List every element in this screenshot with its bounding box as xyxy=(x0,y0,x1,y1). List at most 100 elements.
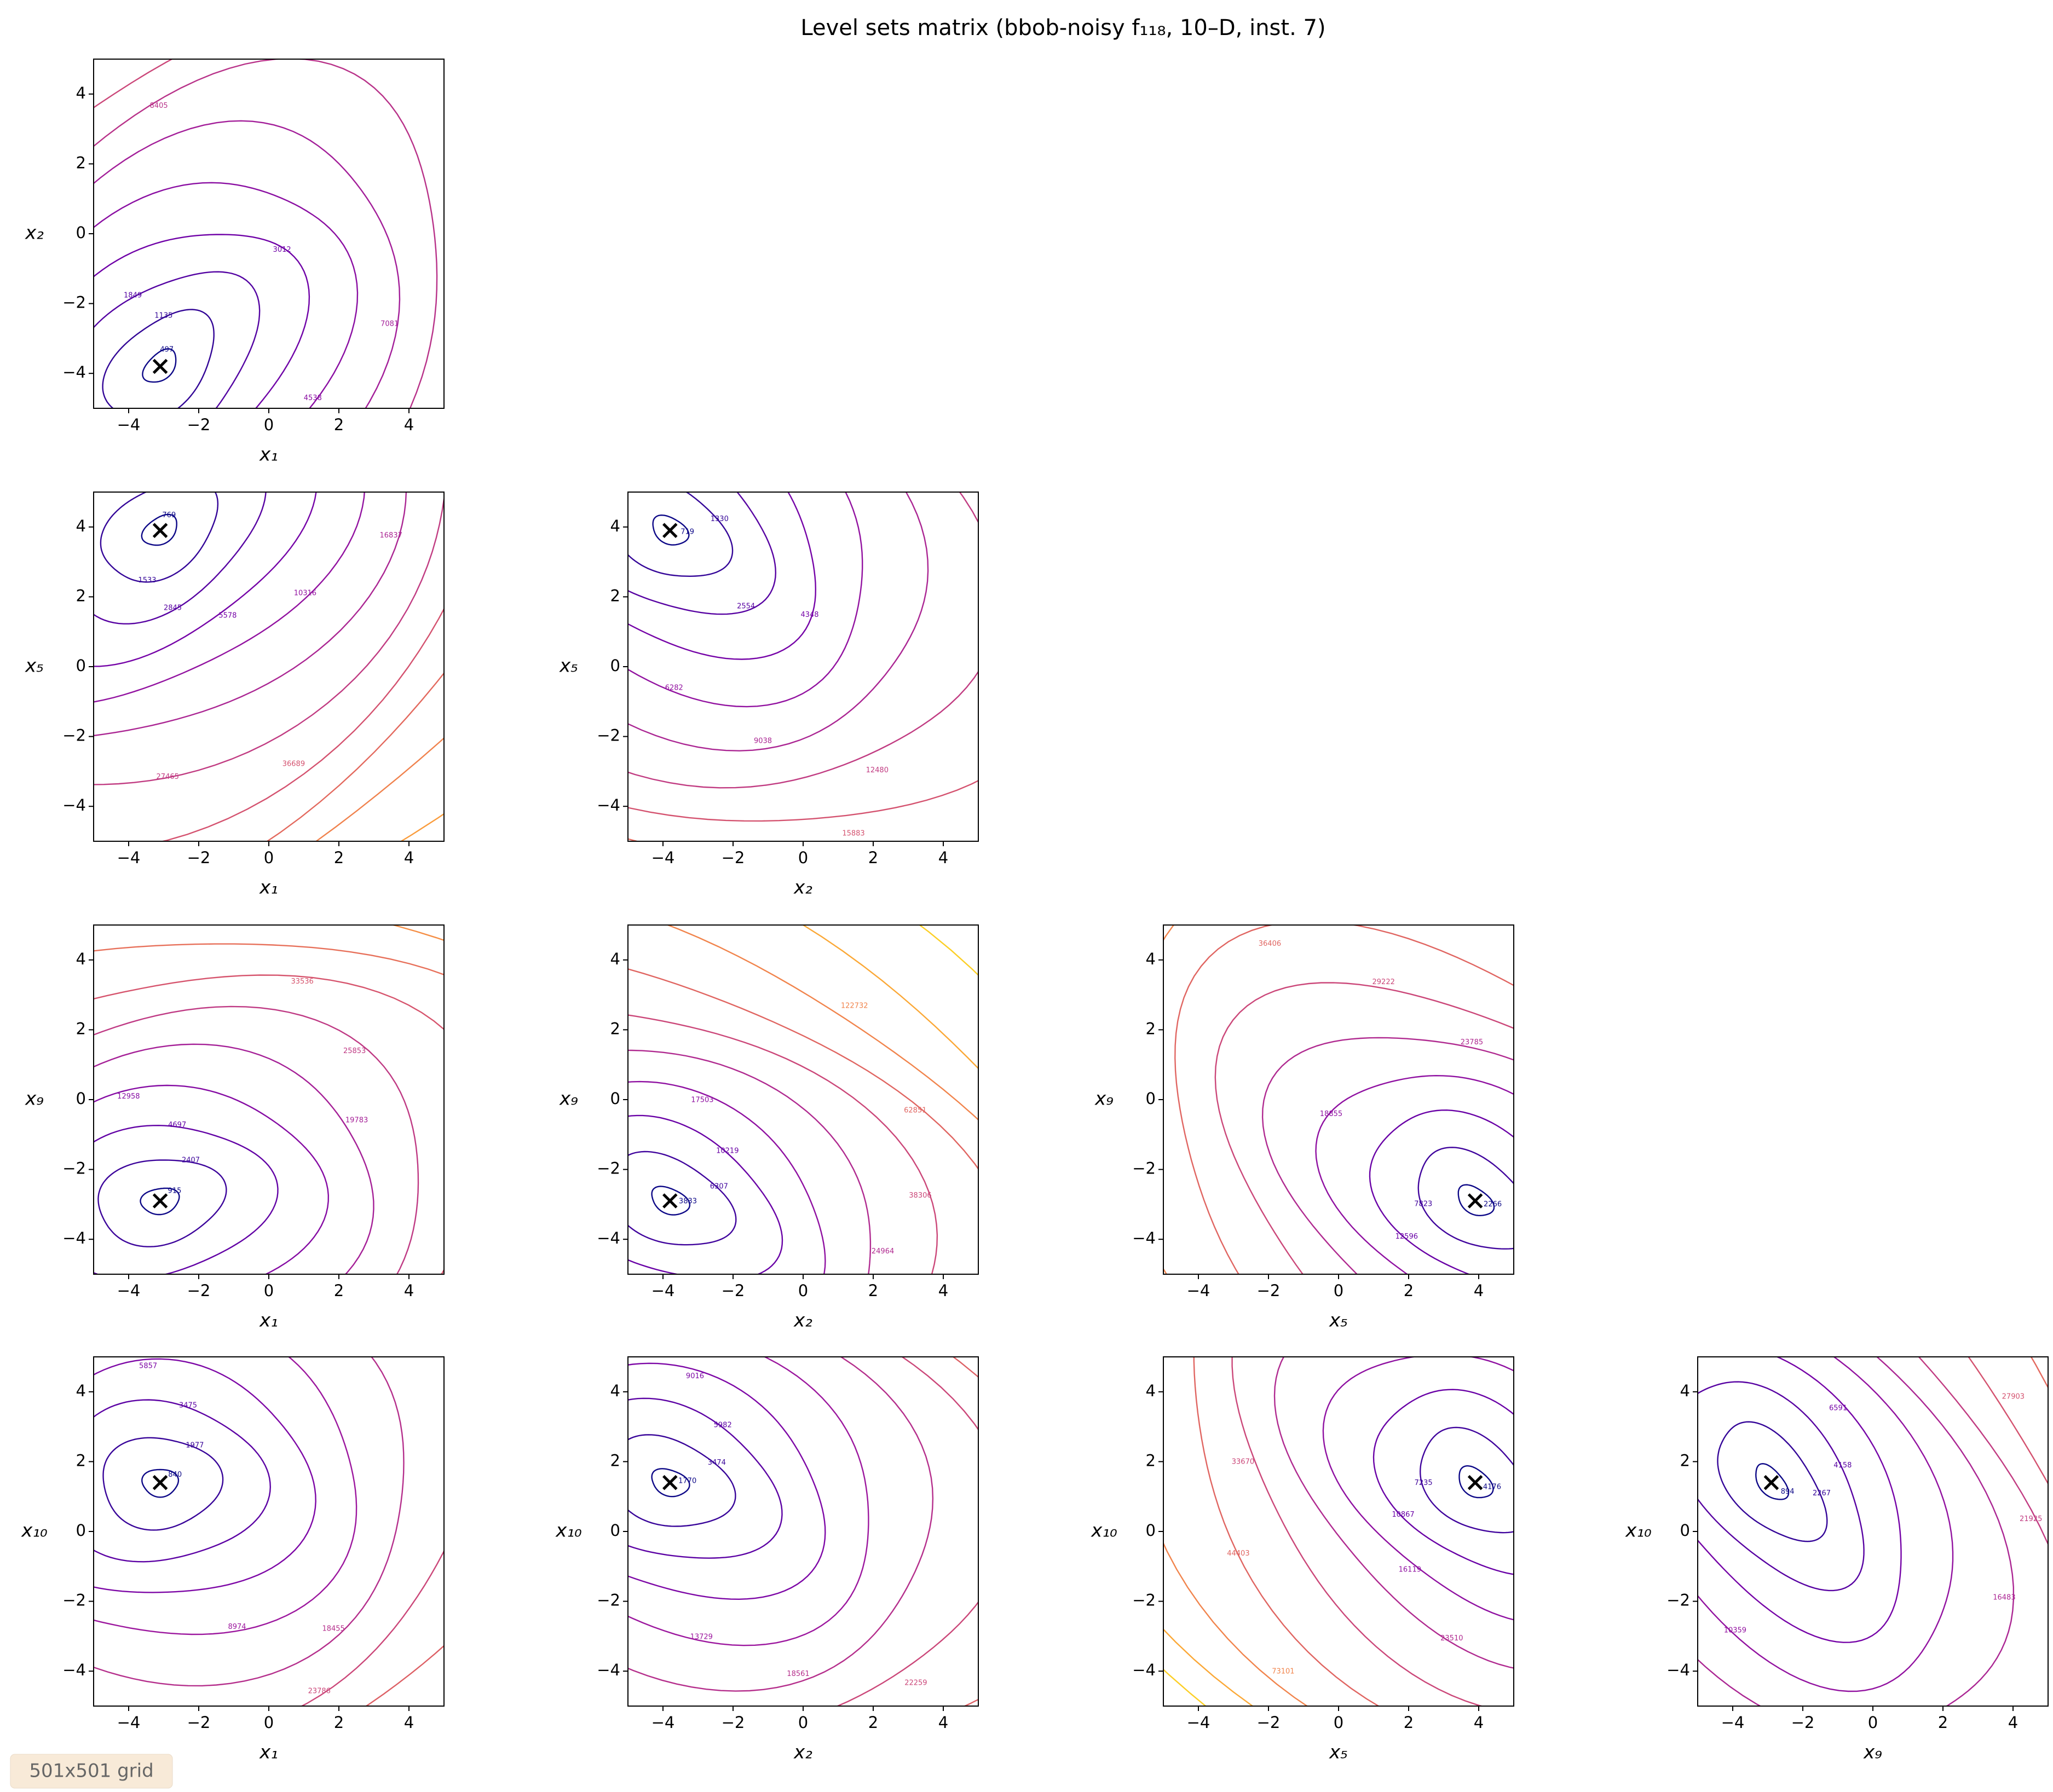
y-tick-label: −2 xyxy=(597,1591,620,1610)
contour-line xyxy=(801,925,978,1070)
contour-label: 19783 xyxy=(345,1117,368,1125)
contour-label: 915 xyxy=(168,1187,182,1195)
contour-line xyxy=(1372,1389,1514,1575)
x-tick-label: 4 xyxy=(938,1713,948,1732)
contour-label: 894 xyxy=(1781,1488,1795,1496)
x-tick-label: −4 xyxy=(117,415,141,434)
panel: 497 1135 1849 3012 4538 7081 8405 −4 −2 0 2 4 −4 −2 0 2… xyxy=(25,59,445,466)
contour-label: 33670 xyxy=(1232,1458,1254,1466)
axes-frame xyxy=(1163,1356,1514,1707)
contour-line xyxy=(1145,720,2053,1792)
axes-frame xyxy=(1163,924,1514,1275)
x-tick-label: 4 xyxy=(1474,1281,1484,1300)
plot-area xyxy=(1163,1357,1514,1706)
contour-label: 24964 xyxy=(872,1247,894,1256)
y-tick-label: 4 xyxy=(1146,1381,1156,1400)
x-axis-label: x₅ xyxy=(1329,1310,1348,1332)
x-tick-label: 2 xyxy=(334,415,344,434)
contour-line xyxy=(628,1357,934,1692)
x-tick-label: 0 xyxy=(798,1281,808,1300)
x-tick-label: −4 xyxy=(117,1281,141,1300)
contour-label: 23786 xyxy=(308,1687,331,1695)
contour-line xyxy=(400,813,444,841)
x-tick-label: 4 xyxy=(404,848,414,867)
x-tick-label: 2 xyxy=(868,1713,878,1732)
x-tick-label: −4 xyxy=(651,1713,675,1732)
contour-label: 2267 xyxy=(1813,1489,1831,1498)
contour-line xyxy=(1698,1357,1902,1643)
contour-label: 4176 xyxy=(1483,1483,1501,1492)
x-tick-label: −2 xyxy=(1791,1713,1815,1732)
contour-label: 44403 xyxy=(1227,1550,1249,1558)
x-axis-label: x₂ xyxy=(793,1742,812,1764)
contour-label: 1849 xyxy=(124,291,142,299)
contour-line xyxy=(628,492,978,789)
contour-label: 4538 xyxy=(304,394,322,402)
y-tick-label: −2 xyxy=(62,1159,86,1178)
x-axis-label: x₂ xyxy=(793,877,812,899)
contour-line xyxy=(652,514,690,546)
x-tick-label: 4 xyxy=(2008,1713,2018,1732)
y-tick-label: −2 xyxy=(597,1159,620,1178)
contour-line xyxy=(651,1468,690,1498)
contour-label: 2407 xyxy=(182,1157,200,1165)
y-tick-label: 2 xyxy=(1146,1019,1156,1038)
contour-line xyxy=(94,59,444,408)
contour-line xyxy=(94,1357,405,1687)
contour-label: 62851 xyxy=(904,1106,926,1114)
contour-line xyxy=(1193,1357,1380,1706)
contour-line xyxy=(94,271,261,408)
contour-line xyxy=(94,492,267,625)
y-axis-label: x₅ xyxy=(25,655,44,677)
contour-label: 6307 xyxy=(710,1183,728,1191)
axes-frame xyxy=(93,492,445,842)
contour-label: 10219 xyxy=(716,1147,739,1155)
contour-label: 10359 xyxy=(1724,1626,1746,1634)
plot-area xyxy=(94,1357,444,1706)
y-tick-label: 0 xyxy=(76,223,86,242)
contour-label: 16119 xyxy=(1399,1565,1421,1574)
x-tick-label: 0 xyxy=(264,1281,274,1300)
x-tick-label: −2 xyxy=(722,848,745,867)
y-tick-label: 4 xyxy=(610,517,620,535)
y-tick-label: 0 xyxy=(76,1089,86,1108)
contour-label: 1533 xyxy=(138,576,156,585)
axes-frame xyxy=(93,59,445,409)
panel: 4176 7235 10867 16119 23510 33670 44403 73101 −4… xyxy=(1091,1356,1514,1764)
y-tick-label: 4 xyxy=(76,517,86,535)
contour-label: 36406 xyxy=(1259,940,1281,948)
contour-line xyxy=(1174,925,1514,1274)
y-tick-label: 2 xyxy=(1680,1451,1690,1470)
y-axis-label: x₁₀ xyxy=(1625,1520,1652,1542)
x-tick-label: 2 xyxy=(334,848,344,867)
x-axis-label: x₁ xyxy=(259,1742,278,1764)
contour-line xyxy=(100,492,219,583)
y-tick-label: 0 xyxy=(610,1521,620,1540)
contour-line xyxy=(0,756,776,1597)
y-tick-label: −2 xyxy=(1132,1591,1156,1610)
contour-line xyxy=(1322,1357,1514,1621)
contour-label: 27465 xyxy=(157,773,179,781)
contour-line xyxy=(1755,1462,1790,1500)
x-tick-label: 2 xyxy=(868,1281,878,1300)
contour-line xyxy=(94,1005,419,1274)
contour-line xyxy=(225,1126,1147,1792)
y-axis-label: x₂ xyxy=(25,222,44,244)
contour-line xyxy=(94,492,365,703)
x-tick-label: 0 xyxy=(264,415,274,434)
panel: 894 2267 4158 6591 10359 16483 21925 27903 −4 −2 0… xyxy=(1145,720,2053,1792)
contour-label: 840 xyxy=(168,1471,182,1479)
contour-line xyxy=(918,925,978,976)
contour-label: 13729 xyxy=(690,1633,713,1641)
y-tick-label: 2 xyxy=(76,153,86,172)
contour-label: 497 xyxy=(160,346,174,354)
contour-label: 3833 xyxy=(679,1198,697,1206)
contour-line xyxy=(628,838,639,841)
y-axis-label: x₉ xyxy=(559,1088,578,1110)
contour-line xyxy=(1698,1357,2015,1706)
x-tick-label: 4 xyxy=(1474,1713,1484,1732)
contour-label: 12480 xyxy=(866,766,889,774)
contour-label: 2266 xyxy=(1484,1200,1502,1209)
contour-line xyxy=(300,1550,444,1706)
